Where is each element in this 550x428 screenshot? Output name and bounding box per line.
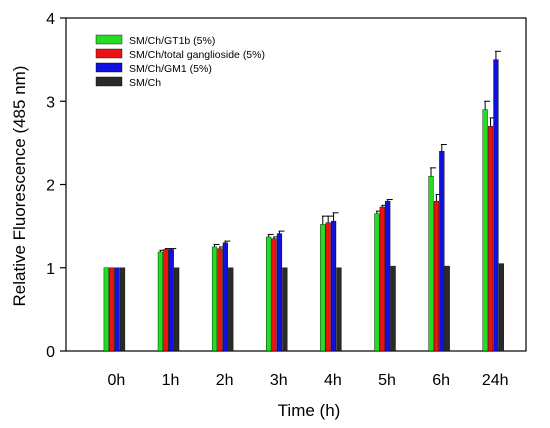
legend-swatch — [95, 48, 123, 59]
bar — [320, 224, 326, 352]
bar — [119, 267, 126, 352]
bar — [498, 263, 504, 352]
bar — [114, 267, 120, 352]
x-tick-label: 6h — [432, 372, 450, 389]
x-tick-label: 1h — [162, 372, 180, 389]
bar — [390, 265, 396, 352]
legend-label: SM/Ch/GM1 (5%) — [129, 63, 212, 75]
bar — [174, 267, 180, 352]
bar — [330, 220, 337, 352]
y-tick-label: 0 — [46, 344, 55, 361]
bar — [493, 59, 499, 352]
bar — [271, 238, 277, 352]
bar — [385, 200, 391, 352]
x-tick-label: 0h — [108, 372, 126, 389]
bar — [439, 150, 445, 352]
bar — [325, 222, 331, 352]
x-tick-label: 5h — [378, 372, 396, 389]
bar — [211, 246, 218, 352]
legend-label: SM/Ch/GT1b (5%) — [129, 35, 215, 47]
legend-label: SM/Ch/total ganglioside (5%) — [129, 49, 265, 61]
y-tick-label: 1 — [46, 261, 55, 278]
legend-swatch — [95, 62, 123, 73]
legend-label: SM/Ch — [129, 77, 161, 89]
bar — [217, 248, 223, 352]
bar — [266, 236, 272, 352]
bar — [168, 249, 174, 352]
x-tick-label: 3h — [270, 372, 288, 389]
y-tick-label: 2 — [46, 178, 55, 195]
bar — [336, 267, 342, 352]
y-tick-label: 4 — [46, 11, 55, 28]
bar — [276, 233, 283, 352]
x-axis-label: Time (h) — [278, 401, 341, 420]
axes: 0 1 2 3 4 0h 1h 2h 3h 4h 5h 6h 24h — [46, 11, 527, 389]
bar — [163, 249, 169, 352]
bar — [109, 267, 115, 352]
x-tick-label: 4h — [324, 372, 342, 389]
bar — [487, 126, 494, 352]
bar — [103, 267, 109, 352]
bar — [282, 267, 288, 352]
legend-swatch — [95, 76, 123, 87]
bar — [482, 109, 488, 352]
bar — [157, 251, 164, 352]
legend-swatch — [95, 34, 123, 45]
bar — [374, 213, 380, 352]
bars — [103, 50, 504, 352]
bar — [222, 242, 228, 352]
bar — [228, 267, 234, 352]
x-tick-label: 24h — [482, 372, 509, 389]
bar — [379, 206, 385, 352]
bar — [428, 175, 434, 352]
y-axis-label: Relative Fluorescence (485 nm) — [10, 66, 29, 307]
x-tick-label: 2h — [216, 372, 234, 389]
legend: SM/Ch/GT1b (5%) SM/Ch/total ganglioside (… — [95, 34, 265, 89]
y-tick-label: 3 — [46, 94, 55, 111]
bar — [433, 200, 440, 352]
bar — [444, 265, 450, 352]
